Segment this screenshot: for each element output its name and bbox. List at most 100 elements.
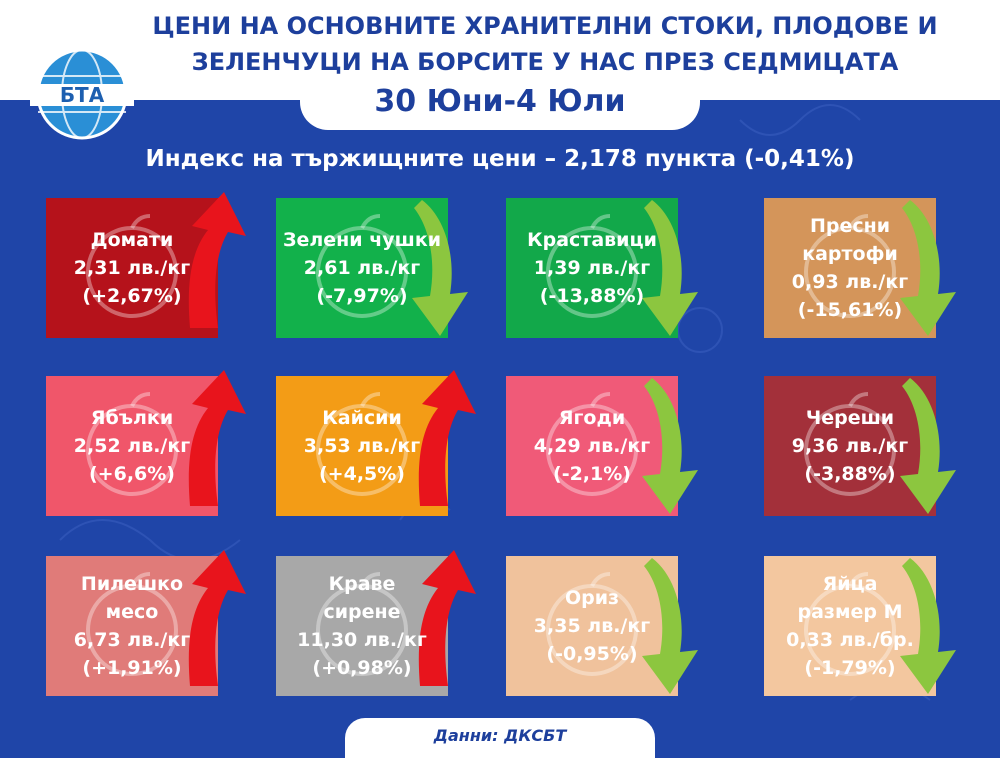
title-line-2: ЗЕЛЕНЧУЦИ НА БОРСИТЕ У НАС ПРЕЗ СЕДМИЦАТ… (191, 48, 899, 76)
down-arrow-icon (642, 378, 698, 514)
price-card: Яйца размер М 0,33 лв./бр. (-1,79%) (764, 556, 956, 696)
product-price: 9,36 лв./кг (791, 435, 909, 457)
down-arrow-icon (642, 200, 698, 336)
svg-text:БТА: БТА (60, 83, 105, 107)
data-source: Данни: ДКСБТ (433, 726, 567, 745)
up-arrow-icon (418, 370, 476, 506)
product-price: 4,29 лв./кг (533, 435, 651, 457)
product-name: Домати (90, 229, 174, 251)
card-background (276, 198, 448, 338)
date-tab (300, 80, 700, 130)
price-change: (-15,61%) (797, 299, 903, 321)
product-name: Череши (805, 407, 895, 429)
product-price: 3,35 лв./кг (533, 615, 651, 637)
price-change: (+6,6%) (89, 463, 175, 485)
product-name: Пресни картофи (802, 215, 898, 265)
apricot-icon (316, 392, 408, 496)
price-change: (-3,88%) (804, 463, 896, 485)
apple-icon (86, 392, 178, 496)
price-card: Пресни картофи 0,93 лв./кг (-15,61%) (764, 198, 956, 338)
card-background (506, 556, 678, 696)
price-change: (+0,98%) (312, 657, 412, 679)
price-card: Краве сирене 11,30 лв./кг (+0,98%) (276, 550, 476, 696)
product-name: Краставици (527, 229, 657, 251)
price-card: Зелени чушки 2,61 лв./кг (-7,97%) (276, 198, 468, 338)
price-card: Кайсии 3,53 лв./кг (+4,5%) (276, 370, 476, 516)
up-arrow-icon (188, 550, 246, 686)
card-text: Ябълки 2,52 лв./кг (+6,6%) (46, 376, 218, 516)
cheese-icon (316, 572, 408, 676)
card-background (506, 198, 678, 338)
price-change: (-13,88%) (539, 285, 645, 307)
card-background (506, 376, 678, 516)
price-card: Череши 9,36 лв./кг (-3,88%) (764, 376, 956, 516)
product-price: 1,39 лв./кг (533, 257, 651, 279)
page-title: ЦЕНИ НА ОСНОВНИТЕ ХРАНИТЕЛНИ СТОКИ, ПЛОД… (110, 8, 980, 80)
product-name: Кайсии (322, 407, 402, 429)
bta-logo: БТА (30, 48, 134, 140)
product-name: Ориз (564, 587, 620, 609)
price-change: (+4,5%) (319, 463, 405, 485)
price-card: Домати 2,31 лв./кг (+2,67%) (46, 192, 246, 338)
market-index: Индекс на тържищните цени – 2,178 пункта… (145, 146, 855, 172)
card-text: Кайсии 3,53 лв./кг (+4,5%) (276, 376, 448, 516)
price-change: (-1,79%) (804, 657, 896, 679)
down-arrow-icon (412, 200, 468, 336)
price-change: (-2,1%) (553, 463, 631, 485)
chicken-icon (86, 572, 178, 676)
card-background (764, 556, 936, 696)
product-price: 3,53 лв./кг (303, 435, 421, 457)
tomato-icon (86, 214, 178, 318)
product-name: Ягоди (558, 407, 626, 429)
card-text: Краве сирене 11,30 лв./кг (+0,98%) (276, 556, 448, 696)
price-change: (+1,91%) (82, 657, 182, 679)
card-text: Череши 9,36 лв./кг (-3,88%) (764, 376, 936, 516)
card-background (764, 376, 936, 516)
product-price: 11,30 лв./кг (297, 629, 427, 651)
down-arrow-icon (900, 378, 956, 514)
product-name: Краве сирене (323, 573, 401, 623)
price-card: Ягоди 4,29 лв./кг (-2,1%) (506, 376, 698, 516)
card-text: Пилешко месо 6,73 лв./кг (+1,91%) (46, 556, 218, 696)
price-card: Ориз 3,35 лв./кг (-0,95%) (506, 556, 698, 696)
product-name: Ябълки (90, 407, 174, 429)
card-text: Краставици 1,39 лв./кг (-13,88%) (506, 198, 678, 338)
cucumber-icon (546, 214, 638, 318)
down-arrow-icon (900, 200, 956, 336)
up-arrow-icon (188, 192, 246, 328)
up-arrow-icon (188, 370, 246, 506)
potato-icon (804, 214, 896, 318)
card-text: Ягоди 4,29 лв./кг (-2,1%) (506, 376, 678, 516)
title-line-1: ЦЕНИ НА ОСНОВНИТЕ ХРАНИТЕЛНИ СТОКИ, ПЛОД… (152, 12, 938, 40)
date-range: 30 Юни-4 Юли (374, 84, 626, 119)
price-card: Ябълки 2,52 лв./кг (+6,6%) (46, 370, 246, 516)
card-text: Пресни картофи 0,93 лв./кг (-15,61%) (764, 198, 936, 338)
card-text: Ориз 3,35 лв./кг (-0,95%) (506, 556, 678, 696)
card-text: Домати 2,31 лв./кг (+2,67%) (46, 198, 218, 338)
product-price: 0,33 лв./бр. (786, 629, 914, 651)
price-change: (-7,97%) (316, 285, 408, 307)
card-text: Яйца размер М 0,33 лв./бр. (-1,79%) (764, 556, 936, 696)
down-arrow-icon (900, 558, 956, 694)
up-arrow-icon (418, 550, 476, 686)
product-name: Зелени чушки (282, 229, 442, 251)
product-price: 2,31 лв./кг (73, 257, 191, 279)
product-price: 2,52 лв./кг (73, 435, 191, 457)
cherries-icon (804, 392, 896, 496)
price-change: (-0,95%) (546, 643, 638, 665)
price-card: Краставици 1,39 лв./кг (-13,88%) (506, 198, 698, 338)
pepper-icon (316, 214, 408, 318)
product-price: 2,61 лв./кг (303, 257, 421, 279)
rice-icon (546, 572, 638, 676)
strawberry-icon (546, 392, 638, 496)
product-price: 6,73 лв./кг (73, 629, 191, 651)
product-name: Пилешко месо (80, 573, 184, 623)
eggs-icon (804, 572, 896, 676)
down-arrow-icon (642, 558, 698, 694)
price-card: Пилешко месо 6,73 лв./кг (+1,91%) (46, 550, 246, 696)
product-name: Яйца размер М (797, 573, 903, 623)
card-text: Зелени чушки 2,61 лв./кг (-7,97%) (276, 198, 448, 338)
product-price: 0,93 лв./кг (791, 271, 909, 293)
card-background (764, 198, 936, 338)
price-change: (+2,67%) (82, 285, 182, 307)
